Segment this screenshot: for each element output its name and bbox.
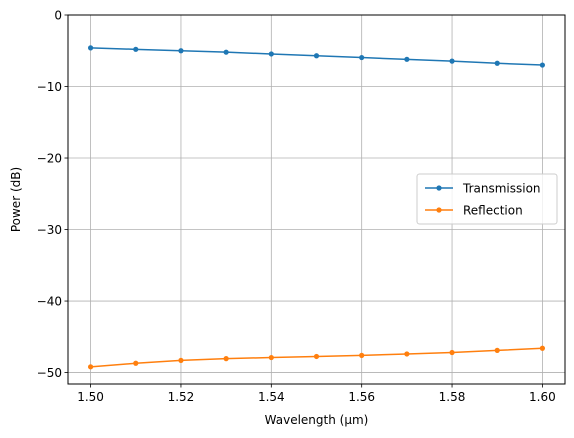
data-point xyxy=(539,62,546,68)
legend-marker xyxy=(436,207,442,213)
x-axis-ticks: 1.50 1.52 1.54 1.56 1.58 1.60 xyxy=(77,384,556,404)
x-tick-label: 1.60 xyxy=(529,390,556,404)
x-tick-label: 1.56 xyxy=(348,390,375,404)
legend: Transmission Reflection xyxy=(416,173,558,225)
data-point xyxy=(539,345,546,351)
series-layer xyxy=(87,45,546,370)
data-point xyxy=(313,53,320,59)
data-point xyxy=(87,45,94,51)
y-axis-ticks: 0 −10 −20 −30 −40 −50 xyxy=(37,9,68,380)
y-tick-label: −50 xyxy=(37,366,62,380)
x-tick-label: 1.58 xyxy=(439,390,466,404)
legend-marker xyxy=(436,185,442,191)
data-point xyxy=(359,54,365,61)
data-point xyxy=(404,351,410,357)
data-point xyxy=(268,354,274,361)
y-tick-label: −20 xyxy=(37,152,62,166)
data-point xyxy=(87,364,94,370)
y-tick-label: 0 xyxy=(54,9,62,23)
legend-box xyxy=(416,173,558,225)
data-point xyxy=(449,58,455,64)
y-tick-label: −30 xyxy=(37,223,62,237)
data-point xyxy=(178,48,184,54)
data-point xyxy=(133,46,139,52)
data-point xyxy=(494,347,500,353)
y-axis-label: Power (dB) xyxy=(9,167,23,232)
y-tick-label: −10 xyxy=(37,80,62,94)
data-point xyxy=(178,357,184,364)
data-point xyxy=(268,51,274,57)
x-tick-label: 1.52 xyxy=(168,390,195,404)
x-tick-label: 1.54 xyxy=(258,390,285,404)
legend-label: Reflection xyxy=(463,204,523,218)
data-point xyxy=(449,349,455,356)
x-axis-label: Wavelength (µm) xyxy=(265,413,369,427)
data-point xyxy=(133,360,139,366)
data-point xyxy=(494,60,500,66)
data-point xyxy=(223,356,229,362)
data-point xyxy=(223,49,229,55)
plot-frame xyxy=(67,14,566,385)
x-tick-label: 1.50 xyxy=(77,390,104,404)
data-point xyxy=(404,56,410,62)
y-tick-label: −40 xyxy=(37,295,62,309)
data-point xyxy=(359,352,365,358)
data-point xyxy=(313,353,320,360)
legend-label: Transmission xyxy=(462,182,541,196)
